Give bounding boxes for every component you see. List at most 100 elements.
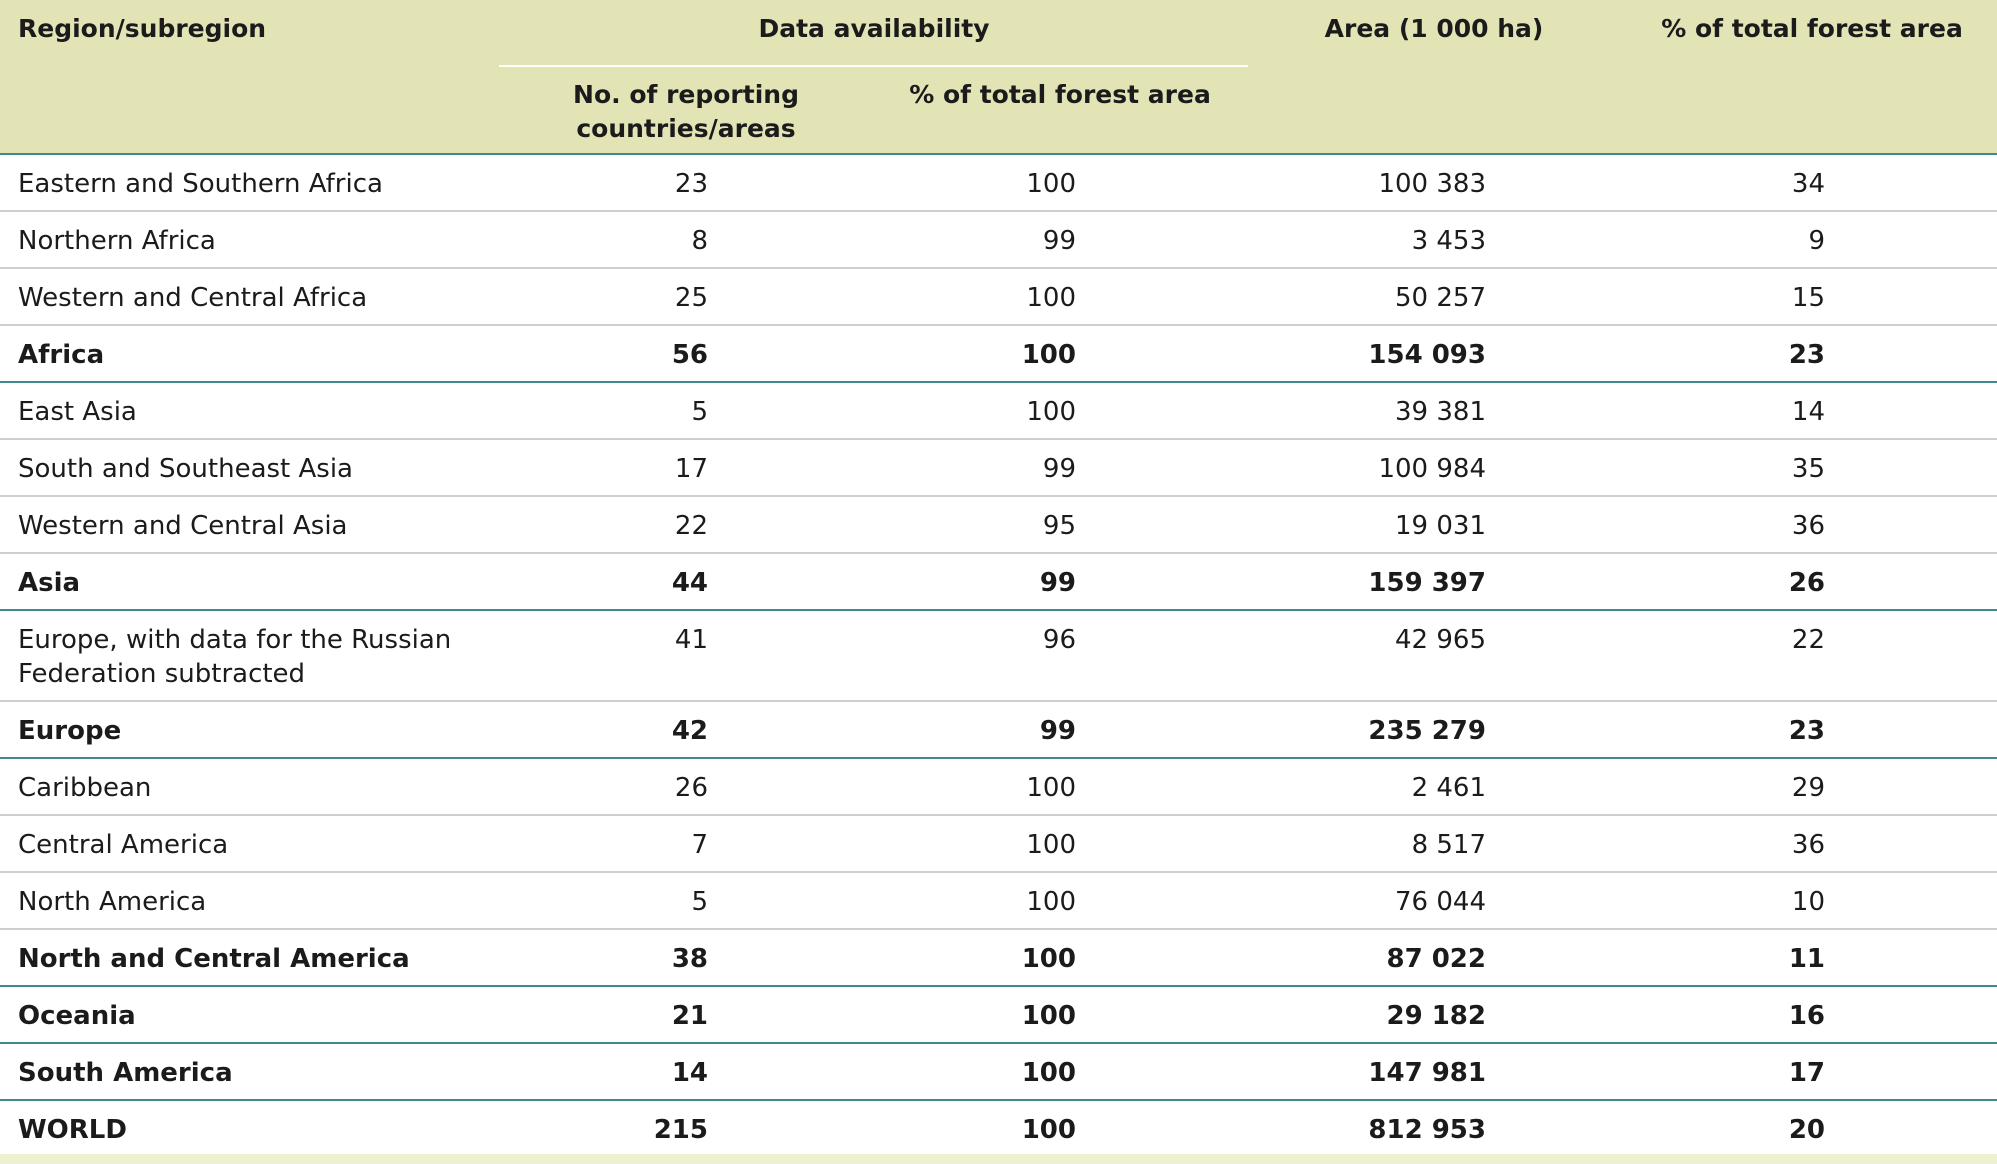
table-cell: Europe [18, 716, 122, 746]
table-cell: 215 [653, 1115, 708, 1145]
table-cell: 100 984 [1378, 454, 1486, 484]
table-cell: 99 [1042, 454, 1076, 484]
table-cell: 147 981 [1368, 1058, 1486, 1088]
table-row: Western and Central Asia 22 95 19 031 36 [0, 497, 1997, 554]
table-cell: 159 397 [1368, 568, 1486, 598]
table-body: Eastern and Southern Africa 23 100 100 383 3… [0, 155, 1997, 1158]
table-row: Europe, with data for the Russian Federa… [0, 611, 1997, 702]
table-cell: 19 031 [1395, 511, 1486, 541]
table-cell: 100 [1021, 1001, 1076, 1031]
table-cell: 20 [1788, 1115, 1825, 1145]
table-cell: 21 [671, 1001, 708, 1031]
table-cell: Western and Central Africa [18, 283, 368, 313]
table-cell: 44 [671, 568, 708, 598]
header-cell: No. of reporting countries/areas [573, 80, 799, 143]
table-cell: 8 517 [1411, 830, 1486, 860]
table-row: East Asia 5 100 39 381 14 [0, 383, 1997, 440]
header-cell: % of total forest area [909, 80, 1211, 109]
table-footer-band [0, 1154, 1997, 1164]
table-cell: 100 [1026, 887, 1076, 917]
table-cell: 2 461 [1411, 773, 1486, 803]
table-cell: 50 257 [1395, 283, 1486, 313]
total-row: Europe 42 99 235 279 23 [0, 702, 1997, 759]
table-cell: 15 [1791, 283, 1825, 313]
table-cell: 8 [691, 226, 708, 256]
table-cell: 100 [1021, 1058, 1076, 1088]
table-cell: 100 [1021, 1115, 1076, 1145]
table-header: Region/subregion Data availability No. o… [0, 0, 1997, 155]
total-row: South America 14 100 147 981 17 [0, 1044, 1997, 1101]
table-cell: WORLD [18, 1115, 127, 1145]
header-cell: Region/subregion [18, 14, 267, 43]
table-row: Northern Africa 8 99 3 453 9 [0, 212, 1997, 269]
table-cell: Africa [18, 340, 105, 370]
table-cell: 812 953 [1368, 1115, 1486, 1145]
table-cell: 235 279 [1368, 716, 1486, 746]
table-cell: 14 [671, 1058, 708, 1088]
table-cell: 5 [691, 397, 708, 427]
table-cell: 23 [1788, 340, 1825, 370]
table-cell: Caribbean [18, 773, 152, 803]
table-cell: 41 [674, 625, 708, 655]
table-cell: 154 093 [1368, 340, 1486, 370]
table-cell: 96 [1042, 625, 1076, 655]
table-cell: 95 [1042, 511, 1076, 541]
table-cell: 34 [1791, 169, 1825, 199]
table-cell: Eastern and Southern Africa [18, 169, 383, 199]
total-row: North and Central America 38 100 87 022 11 [0, 930, 1997, 987]
table-cell: Oceania [18, 1001, 136, 1031]
table-cell: 9 [1808, 226, 1825, 256]
table-cell: 87 022 [1386, 944, 1486, 974]
table-cell: East Asia [18, 397, 137, 427]
table-cell: 42 [671, 716, 708, 746]
table-cell: 22 [1791, 625, 1825, 655]
table-cell: 22 [674, 511, 708, 541]
table-cell: 36 [1791, 511, 1825, 541]
table-cell: 100 [1026, 773, 1076, 803]
table-cell: 7 [691, 830, 708, 860]
table-cell: Asia [18, 568, 81, 598]
table-cell: 16 [1788, 1001, 1825, 1031]
total-row: Africa 56 100 154 093 23 [0, 326, 1997, 383]
table-cell: Europe, with data for the Russian Federa… [18, 625, 452, 689]
table-row: Central America 7 100 8 517 36 [0, 816, 1997, 873]
table-cell: North and Central America [18, 944, 410, 974]
table-cell: 11 [1788, 944, 1825, 974]
table-cell: 56 [671, 340, 708, 370]
table-row: Eastern and Southern Africa 23 100 100 383 3… [0, 155, 1997, 212]
table-cell: 23 [1788, 716, 1825, 746]
table-row: Caribbean 26 100 2 461 29 [0, 759, 1997, 816]
header-cell: % of total forest area [1661, 14, 1963, 43]
table-cell: North America [18, 887, 207, 917]
table-cell: 29 [1791, 773, 1825, 803]
header-cell: Data availability [758, 14, 990, 43]
table-cell: 5 [691, 887, 708, 917]
table-cell: 10 [1791, 887, 1825, 917]
table-cell: 26 [674, 773, 708, 803]
table-cell: Northern Africa [18, 226, 216, 256]
table-cell: 100 [1026, 283, 1076, 313]
header-cell: Area (1 000 ha) [1324, 14, 1544, 43]
table-cell: Central America [18, 830, 229, 860]
table-row: North America 5 100 76 044 10 [0, 873, 1997, 930]
table-cell: 17 [1788, 1058, 1825, 1088]
table-cell: 17 [674, 454, 708, 484]
table-cell: 100 [1026, 397, 1076, 427]
table-cell: 36 [1791, 830, 1825, 860]
table-cell: 23 [674, 169, 708, 199]
table-cell: 100 [1021, 340, 1076, 370]
table-cell: 76 044 [1395, 887, 1486, 917]
table-cell: 38 [671, 944, 708, 974]
table-cell: South and Southeast Asia [18, 454, 353, 484]
table-cell: 39 381 [1395, 397, 1486, 427]
table-cell: 99 [1039, 716, 1076, 746]
table-cell: 100 [1021, 944, 1076, 974]
table-cell: Western and Central Asia [18, 511, 348, 541]
table-cell: 26 [1788, 568, 1825, 598]
table-cell: 99 [1042, 226, 1076, 256]
table-cell: 3 453 [1411, 226, 1486, 256]
table-cell: 100 383 [1378, 169, 1486, 199]
total-row: Asia 44 99 159 397 26 [0, 554, 1997, 611]
header-rule [499, 65, 1248, 67]
